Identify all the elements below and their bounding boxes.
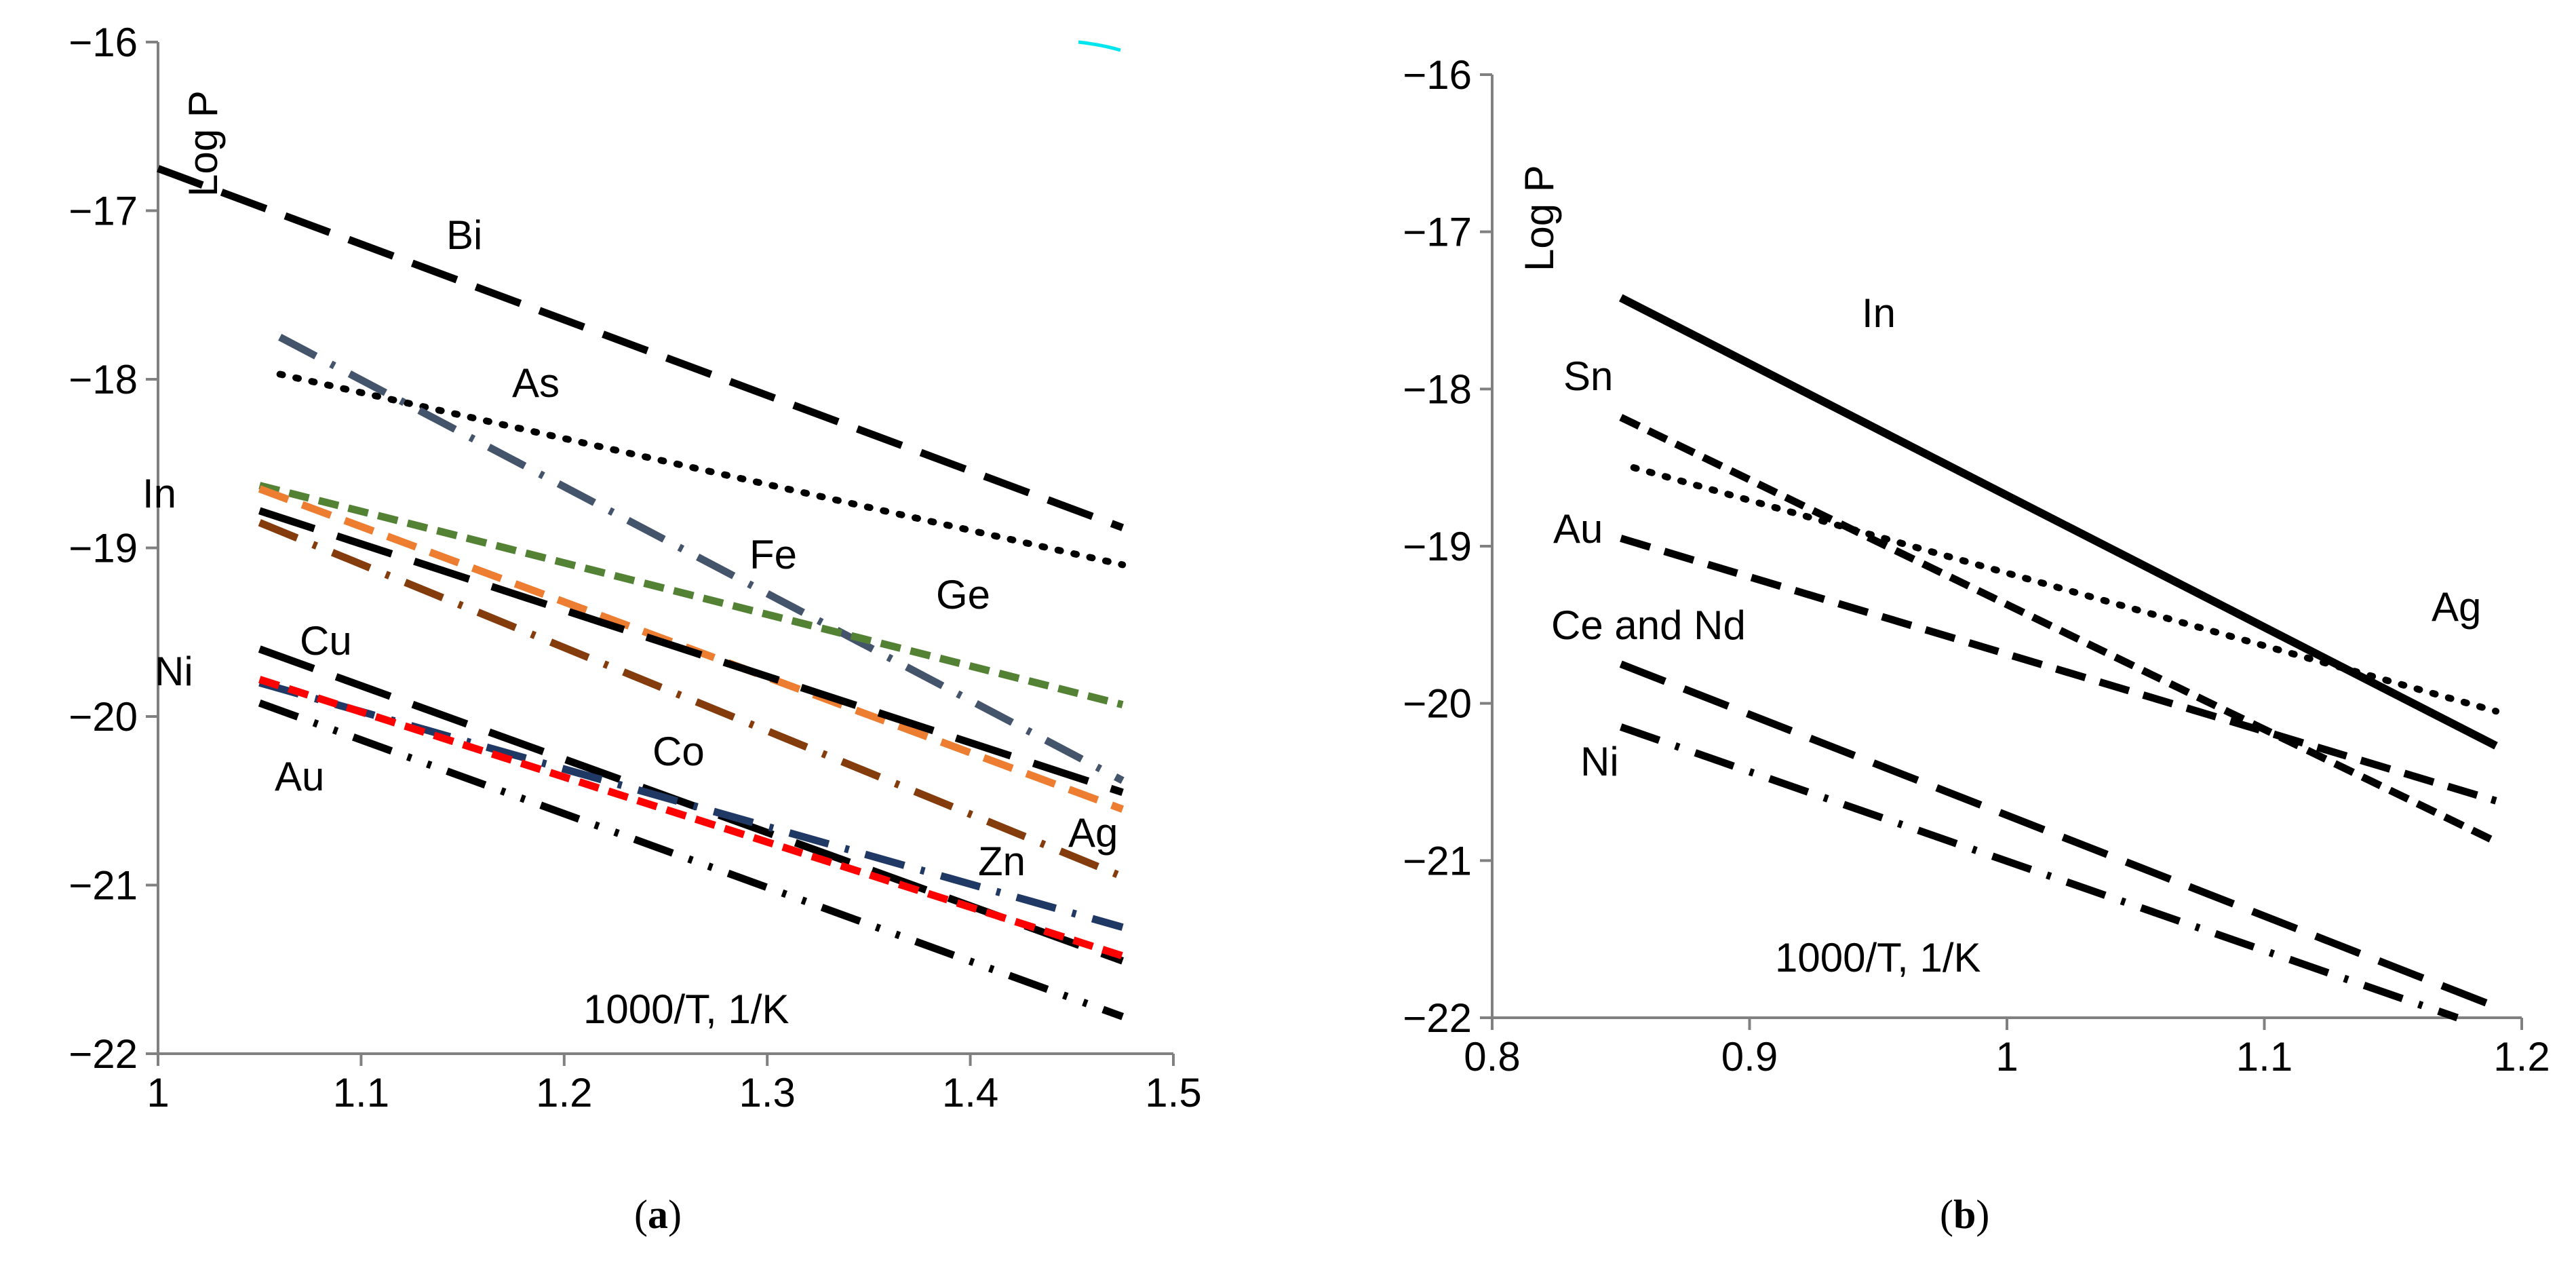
caption-b-letter: b xyxy=(1953,1192,1976,1237)
x-tick-label-a: 1.5 xyxy=(1145,1070,1201,1115)
series-line-b-in xyxy=(1621,298,2496,746)
series-label-b-au: Au xyxy=(1553,506,1603,552)
y-tick-label-a: −17 xyxy=(69,189,138,234)
figure: 1 1.1 1.2 1.3 1.4 1.5 −16 −17 −18 −19 −20 −21 −22 L… xyxy=(0,0,2576,1262)
y-axis-label-b: Log P xyxy=(1517,165,1562,271)
series-label-a-ge: Ge xyxy=(936,572,990,617)
x-tick-label-b: 1 xyxy=(1995,1034,2018,1079)
y-tick-label-a: −21 xyxy=(69,863,138,909)
x-tick-label-a: 1 xyxy=(147,1070,169,1115)
stray-mark xyxy=(1078,42,1120,50)
y-tick-label-b: −19 xyxy=(1403,524,1472,569)
series-label-b-sn: Sn xyxy=(1563,353,1613,399)
y-tick-label-a: −20 xyxy=(69,694,138,740)
x-axis-label-b: 1000/T, 1/K xyxy=(1775,935,1981,980)
x-tick-label-b: 1.2 xyxy=(2493,1034,2550,1079)
y-axis-label-a: Log P xyxy=(180,90,226,197)
series-label-a-bi: Bi xyxy=(446,212,482,258)
series-label-a-ni: Ni xyxy=(155,649,193,694)
y-tick-label-a: −16 xyxy=(69,20,138,65)
x-tick-label-b: 1.1 xyxy=(2236,1034,2292,1079)
chart-panel-b: 0.8 0.9 1 1.1 1.2 −16 −17 −18 −19 −20 −21 −22 Log … xyxy=(1403,52,2550,1237)
x-axis-label-a: 1000/T, 1/K xyxy=(583,987,789,1032)
x-tick-label-a: 1.4 xyxy=(942,1070,998,1115)
series-label-a-as: As xyxy=(512,360,560,406)
series-label-b-ni: Ni xyxy=(1580,739,1619,784)
series-label-a-fe: Fe xyxy=(749,532,797,577)
series-label-b-ce-nd: Ce and Nd xyxy=(1551,603,1746,648)
series-line-a-as xyxy=(280,375,1123,565)
y-tick-label-b: −20 xyxy=(1403,681,1472,727)
caption-a-letter: a xyxy=(648,1192,668,1237)
y-tick-label-a: −18 xyxy=(69,357,138,402)
caption-a: (a) xyxy=(634,1192,682,1237)
x-tick-label-a: 1.2 xyxy=(536,1070,592,1115)
y-tick-label-b: −17 xyxy=(1403,210,1472,255)
series-line-b-ni xyxy=(1621,727,2457,1018)
y-tick-label-b: −18 xyxy=(1403,366,1472,412)
series-label-b-ag: Ag xyxy=(2432,584,2481,630)
series-line-b-sn xyxy=(1621,417,2496,842)
x-tick-label-b: 0.8 xyxy=(1464,1034,1520,1079)
series-label-a-co: Co xyxy=(652,729,705,774)
series-label-b-in: In xyxy=(1862,290,1896,336)
y-tick-label-a: −19 xyxy=(69,526,138,571)
series-label-a-zn: Zn xyxy=(978,839,1026,884)
y-tick-label-b: −22 xyxy=(1403,995,1472,1041)
series-line-a-ge xyxy=(260,486,1123,705)
y-tick-label-b: −21 xyxy=(1403,838,1472,883)
series-label-a-au: Au xyxy=(275,754,324,799)
x-tick-label-a: 1.3 xyxy=(739,1070,795,1115)
y-tick-label-a: −22 xyxy=(69,1031,138,1077)
caption-b: (b) xyxy=(1940,1192,1989,1237)
x-tick-label-a: 1.1 xyxy=(333,1070,389,1115)
series-label-a-ag: Ag xyxy=(1068,810,1118,856)
x-tick-label-b: 0.9 xyxy=(1721,1034,1778,1079)
series-line-b-au xyxy=(1621,538,2496,801)
series-line-b-ce-and-nd xyxy=(1621,664,2496,1007)
chart-panel-a: 1 1.1 1.2 1.3 1.4 1.5 −16 −17 −18 −19 −20 −21 −22 L… xyxy=(69,20,1201,1237)
series-label-a-cu: Cu xyxy=(300,618,352,664)
series-line-a-ni xyxy=(260,679,1123,956)
y-tick-label-b: −16 xyxy=(1403,52,1472,98)
series-label-a-in: In xyxy=(142,471,176,516)
